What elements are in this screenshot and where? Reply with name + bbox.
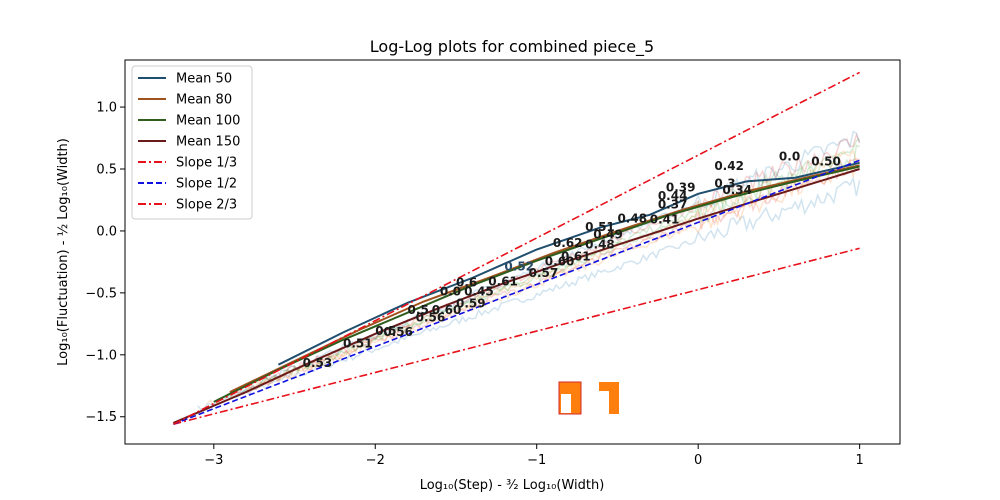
slope-annotation: 0.56: [383, 325, 413, 339]
series-line-slope-2-3: [173, 71, 860, 425]
slope-annotation: 0.59: [456, 297, 486, 311]
slope-annotation: 0.41: [650, 213, 680, 227]
slope-annotation: 0.44: [658, 189, 688, 203]
legend-label: Mean 50: [176, 72, 232, 87]
slope-annotation: 0.60: [432, 303, 462, 317]
legend-label: Mean 80: [176, 93, 232, 108]
slope-annotations: 0.530.510.560.50.560.5 0.600.590.0 0.450.6…: [303, 149, 841, 370]
series-line-slope-1-3: [173, 247, 860, 425]
legend-label: Mean 100: [176, 114, 240, 129]
series-line-mean-100: [213, 165, 860, 403]
slope-annotation: 0.5: [408, 303, 429, 317]
y-tick-label: 1.0: [96, 101, 117, 116]
series-line-mean-80: [229, 164, 860, 393]
x-tick-label: −1: [527, 453, 546, 468]
slope-annotation: 0.51: [585, 220, 615, 234]
orange-emblem-icon: [558, 381, 619, 415]
x-axis-label: Log₁₀(Step) - ³⁄₂ Log₁₀(Width): [420, 478, 605, 493]
legend-label: Slope 1/3: [176, 156, 237, 171]
legend-box: [131, 65, 253, 220]
y-axis-label: Log₁₀(Fluctuation) - ½ Log₁₀(Width): [56, 138, 71, 366]
slope-annotation: 0.51: [343, 336, 373, 350]
x-tick-label: 1: [855, 453, 863, 468]
slope-annotation: 0.48: [617, 211, 647, 225]
series-line-slope-1-2: [173, 159, 860, 425]
slope-annotation: 0.61: [488, 274, 518, 288]
legend-label: Mean 150: [176, 135, 240, 150]
x-tick-label: −3: [204, 453, 223, 468]
series-line-mean-150: [173, 168, 860, 424]
series-lines: [173, 71, 860, 425]
slope-annotation: 0.48: [585, 237, 615, 251]
slope-annotation: 0.56: [416, 310, 446, 324]
legend-label: Slope 2/3: [176, 198, 237, 213]
series-line-mean-50: [277, 161, 860, 366]
slope-annotation: 0.0: [440, 284, 461, 298]
slope-annotation: 0.39: [666, 180, 696, 194]
slope-annotation: 0.53: [303, 356, 333, 370]
x-tick-label: 0: [694, 453, 702, 468]
y-tick-label: −1.0: [85, 348, 117, 363]
x-axis: −3 −2 −1 0 1: [204, 444, 864, 468]
slope-annotation: 0.60: [545, 255, 575, 269]
slope-annotation: 0.62: [553, 236, 583, 250]
y-tick-label: 0.0: [96, 224, 117, 239]
slope-annotation: 0.52: [504, 260, 534, 274]
slope-annotation: 0.3: [714, 177, 735, 191]
slope-annotation: 0.5: [375, 324, 396, 338]
slope-annotation: 0.49: [593, 227, 623, 241]
background-trajectory: [264, 132, 861, 382]
plot-area: 0.530.510.560.50.560.5 0.600.590.0 0.450.6…: [173, 71, 861, 425]
slope-annotation: 0.45: [464, 284, 494, 298]
x-tick-label: −2: [366, 453, 385, 468]
slope-annotation: 0.6: [456, 276, 477, 290]
slope-annotation: 0.42: [714, 159, 744, 173]
chart-title: Log-Log plots for combined piece_5: [370, 37, 654, 57]
y-tick-label: −1.5: [85, 410, 117, 425]
slope-annotation: 0.50: [811, 154, 841, 168]
slope-annotation: 0.37: [658, 198, 688, 212]
y-tick-label: 0.5: [96, 163, 117, 178]
slope-annotation: 0.61: [561, 250, 591, 264]
background-trajectory: [255, 144, 860, 388]
legend-label: Slope 1/2: [176, 177, 237, 192]
legend: Mean 50 Mean 80 Mean 100 Mean 150 Slope 1/3 S…: [131, 65, 253, 220]
background-trajectory: [197, 176, 861, 411]
plot-frame: [124, 59, 901, 445]
y-tick-label: −0.5: [85, 286, 117, 301]
slope-annotation: 0.57: [529, 266, 559, 280]
y-axis: −1.5 −1.0 −0.5 0.0 0.5 1.0: [85, 101, 125, 425]
background-trajectory: [226, 158, 860, 396]
slope-annotation: 0.34: [722, 183, 752, 197]
slope-annotation: 0.0: [779, 149, 800, 163]
